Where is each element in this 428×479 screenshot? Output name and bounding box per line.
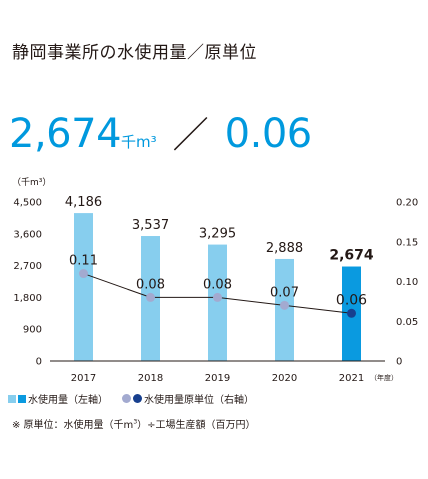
chart-legend: 水使用量（左軸） 水使用量原単位（右軸）: [8, 391, 254, 406]
ratio-value-label: 0.06: [336, 292, 367, 308]
x-tick-label: 2017: [71, 373, 96, 384]
legend-dot-swatch-dark: [133, 394, 142, 403]
ratio-value-label: 0.08: [203, 277, 232, 292]
x-tick-label: 2020: [272, 373, 297, 384]
y-left-unit: （千m³）: [12, 177, 51, 188]
bar: [275, 258, 294, 361]
ratio-value-label: 0.07: [270, 285, 299, 300]
y-left-tick-label: 2,700: [13, 261, 42, 272]
bar: [74, 213, 93, 361]
ratio-value-label: 0.11: [69, 254, 98, 269]
x-tick-label: 2021: [339, 373, 364, 384]
bar-value-label: 3,295: [199, 227, 236, 242]
legend-bar-swatch-light: [8, 394, 16, 403]
ratio-point: [146, 292, 155, 302]
x-tick-label: 2018: [138, 373, 163, 384]
y-right-tick-label: 0.20: [396, 198, 418, 209]
footnote-suffix: ）÷工場生産額（百万円）: [137, 420, 256, 431]
x-tick-label: 2019: [205, 373, 230, 384]
bar: [208, 244, 227, 361]
ratio-value-label: 0.08: [136, 277, 165, 292]
y-left-tick-label: 1,800: [13, 293, 42, 304]
y-right-tick-label: 0.10: [396, 277, 418, 288]
headline-ratio: 0.06: [224, 111, 313, 157]
y-right-tick-label: 0.05: [396, 317, 418, 328]
x-unit-label: （年度）: [370, 373, 398, 382]
footnote: ※ 原単位：水使用量（千m3）÷工場生産額（百万円）: [12, 416, 256, 431]
legend-bar-swatch-dark: [18, 394, 26, 403]
ratio-point: [347, 308, 356, 318]
page-title: 静岡事業所の水使用量／原単位: [12, 43, 257, 63]
bar-value-label: 4,186: [65, 195, 102, 210]
y-left-tick-label: 3,600: [13, 229, 42, 240]
bar-value-label: 2,888: [266, 241, 303, 256]
footnote-sup: 3: [133, 418, 138, 426]
bar-value-label: 2,674: [329, 248, 374, 264]
ratio-point: [79, 269, 88, 279]
bar-value-label: 3,537: [132, 218, 169, 233]
footnote-prefix: ※ 原単位：水使用量（千m: [12, 420, 134, 431]
y-left-tick-label: 900: [23, 325, 42, 336]
headline: 2,674千m³ ／ 0.06: [9, 106, 312, 158]
headline-separator: ／: [172, 115, 209, 156]
legend-line-label: 水使用量原単位（右軸）: [144, 395, 254, 406]
legend-dot-swatch-light: [122, 394, 131, 403]
legend-bar-label: 水使用量（左軸）: [28, 395, 108, 406]
ratio-point: [213, 292, 222, 302]
y-right-tick-label: 0.15: [396, 237, 418, 248]
ratio-point: [280, 300, 289, 310]
y-left-tick-label: 4,500: [13, 198, 42, 209]
y-right-tick-label: 0: [396, 357, 402, 368]
headline-value: 2,674: [9, 111, 122, 157]
water-usage-chart: 0 900 1,800 2,700 3,600 4,500 （千m³） 0 0.05 0.10 0.…: [12, 177, 418, 384]
headline-unit: 千m³: [121, 133, 157, 151]
y-left-tick-label: 0: [36, 357, 42, 368]
